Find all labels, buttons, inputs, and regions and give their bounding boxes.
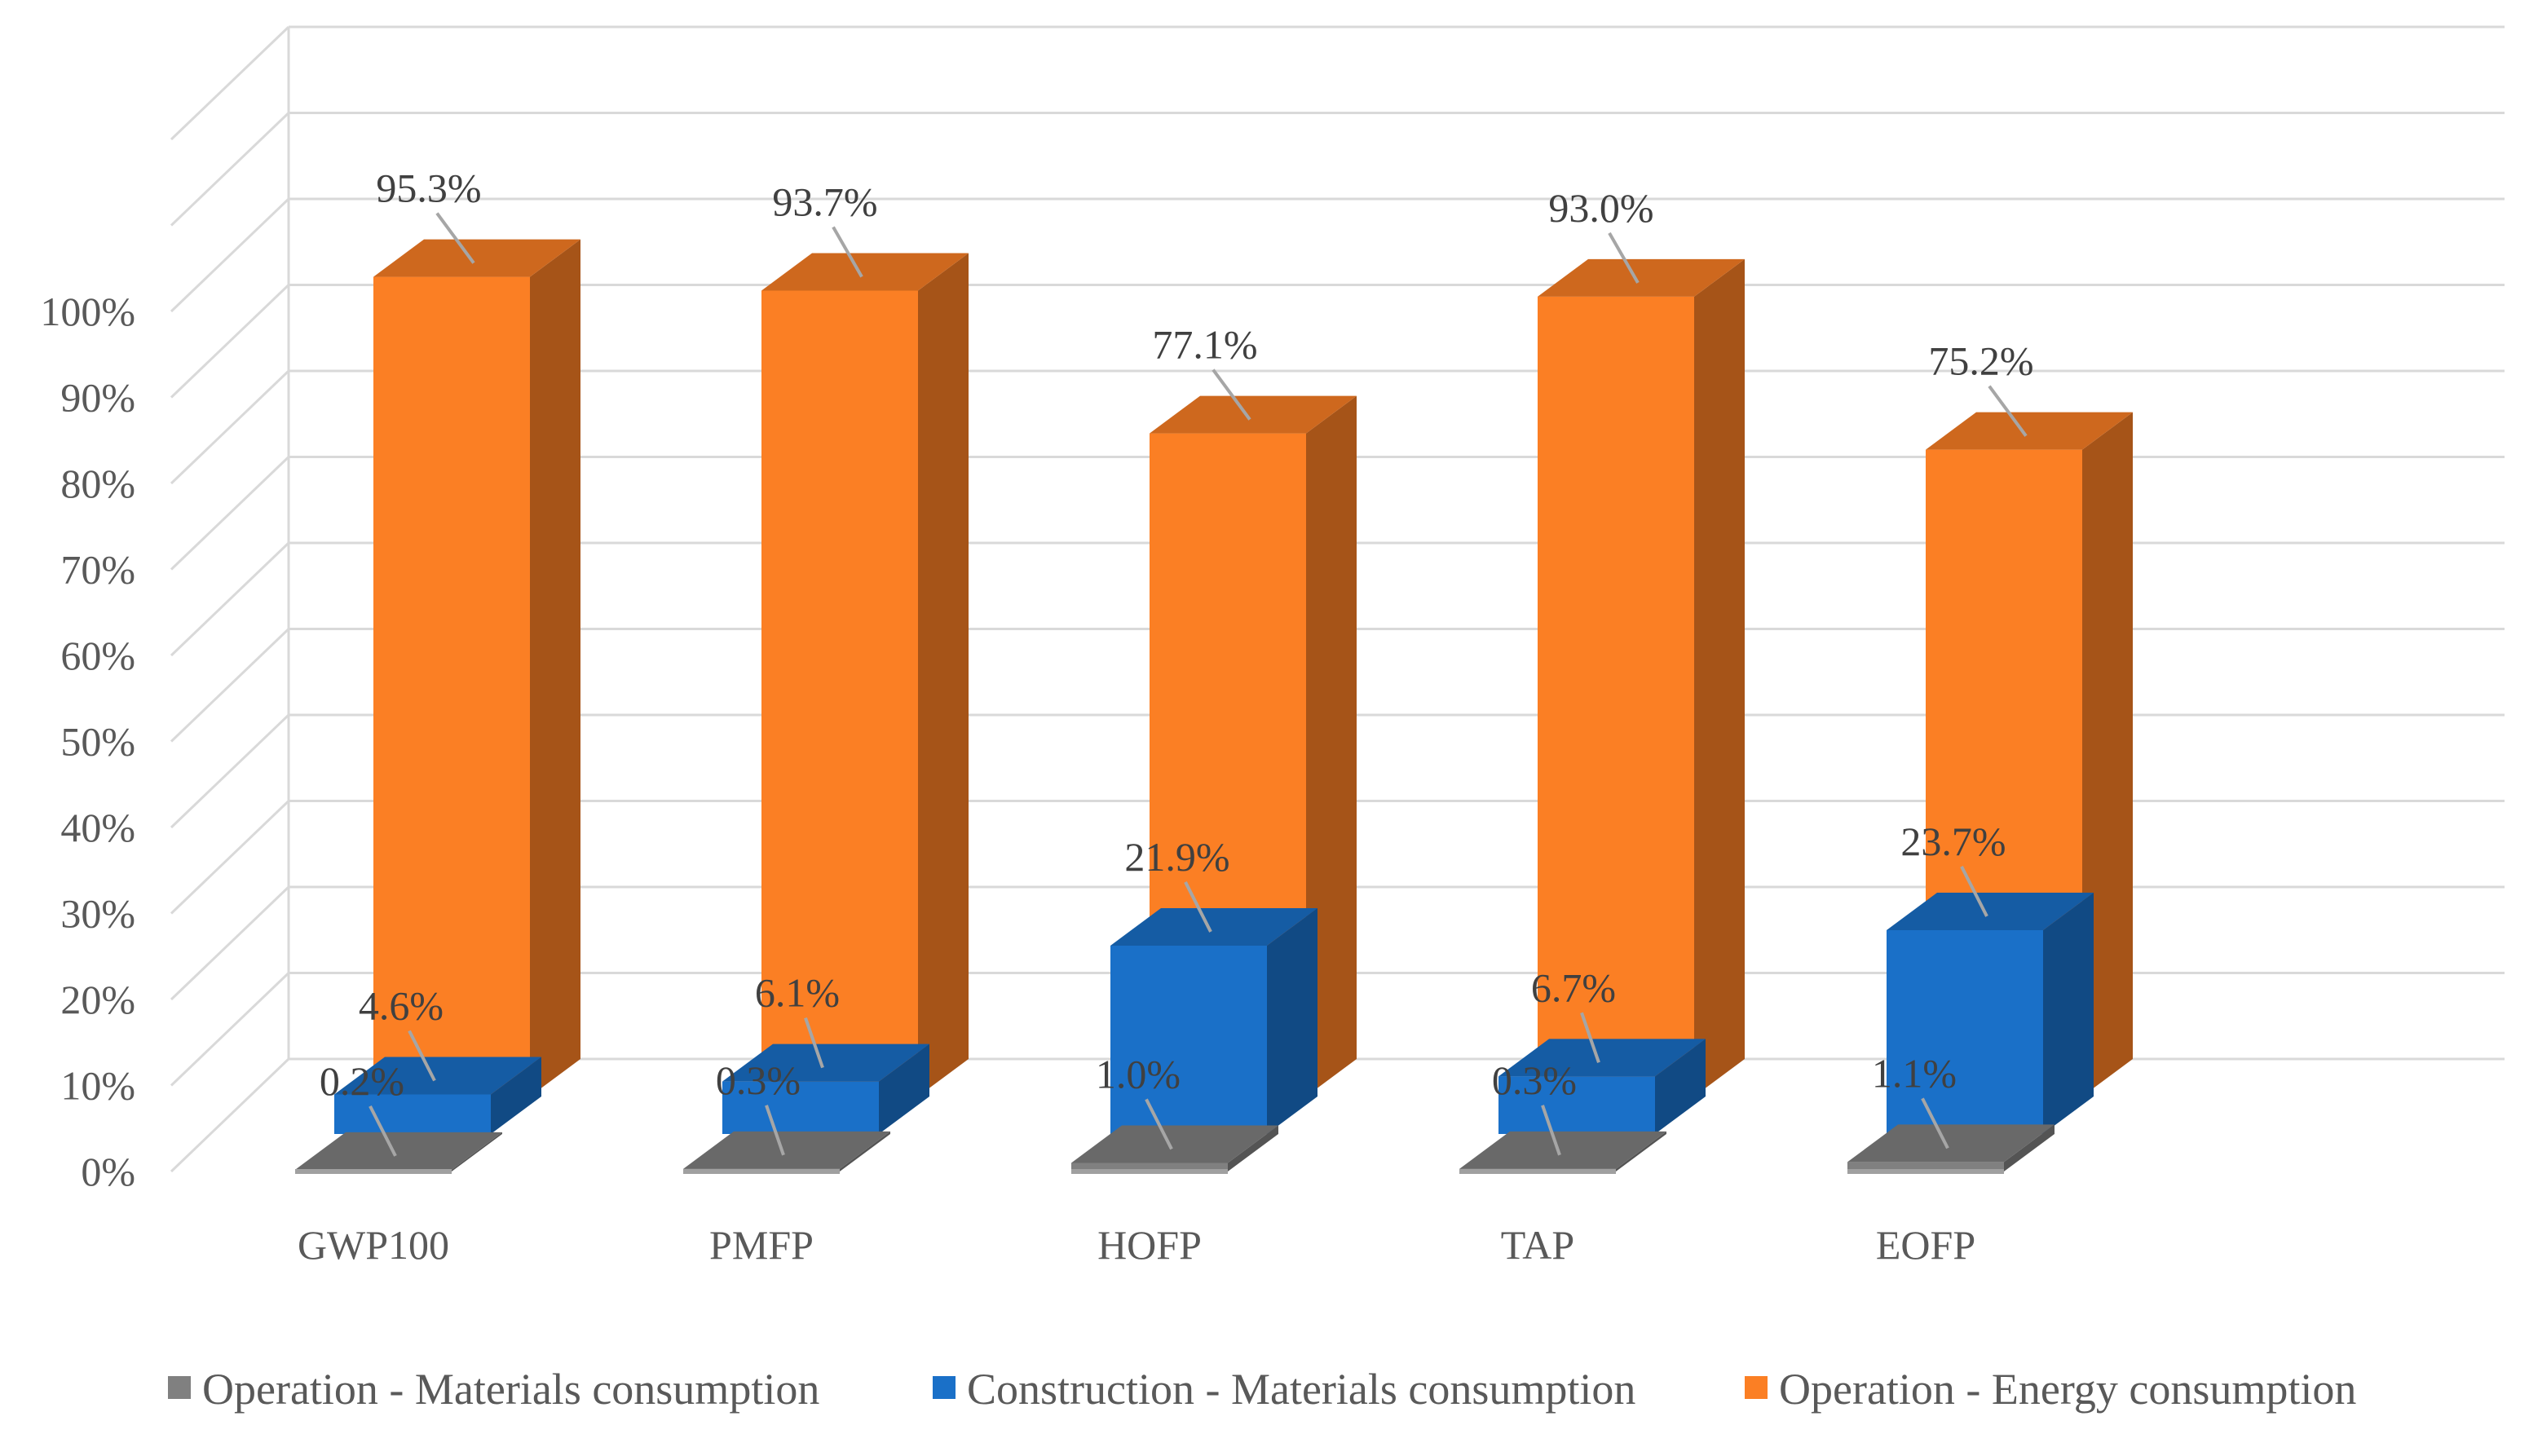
- y-tick-label: 90%: [60, 375, 135, 421]
- y-tick-label: 40%: [60, 805, 135, 850]
- gridline: [170, 1057, 2505, 1173]
- gridline: [170, 369, 2505, 485]
- x-tick-label: TAP: [1501, 1222, 1574, 1268]
- y-tick-label: 60%: [60, 633, 135, 678]
- data-label: 23.7%: [1900, 818, 2006, 864]
- x-tick-label: HOFP: [1097, 1222, 1202, 1268]
- legend-item: Operation - Materials consumption: [168, 1365, 819, 1414]
- legend-item: Operation - Energy consumption: [1745, 1365, 2356, 1414]
- data-label-leader: [1580, 1012, 1600, 1063]
- bar: [1498, 1039, 1706, 1134]
- data-label-leader: [832, 226, 863, 278]
- data-label-leader: [1145, 1098, 1173, 1150]
- y-tick-label: 20%: [60, 977, 135, 1022]
- data-label-leader: [435, 212, 475, 264]
- data-label: 93.0%: [1548, 185, 1653, 231]
- gridline: [170, 628, 2505, 743]
- y-tick-label: 70%: [60, 547, 135, 593]
- data-label-leader: [1212, 368, 1251, 421]
- y-tick-label: 80%: [60, 461, 135, 506]
- bar: [1110, 907, 1317, 1134]
- bar: [1071, 1125, 1278, 1174]
- y-axis-ticks: 0% 10% 20% 30% 40% 50% 60% 70% 80% 90% 100%: [40, 289, 135, 1194]
- gridline: [170, 885, 2505, 1001]
- data-labels: 95.3% 93.7% 77.1% 93.0% 75.2% 4.6% 6.1% 21.9% 6.…: [320, 165, 2034, 1104]
- data-label: 1.0%: [1096, 1051, 1181, 1096]
- x-tick-label: GWP100: [298, 1222, 449, 1268]
- chart-bars: [295, 239, 2133, 1174]
- data-label-leader: [408, 1030, 436, 1082]
- y-tick-label: 30%: [60, 891, 135, 937]
- gridline: [170, 456, 2505, 571]
- data-label: 75.2%: [1928, 338, 2033, 384]
- data-label-leader: [1184, 881, 1212, 933]
- x-tick-label: EOFP: [1876, 1222, 1975, 1268]
- legend-label: Operation - Energy consumption: [1779, 1365, 2356, 1414]
- data-label-leader: [1960, 866, 1988, 917]
- legend: Operation - Materials consumption Constru…: [168, 1365, 2356, 1414]
- gridline: [170, 112, 2505, 227]
- bar: [373, 239, 580, 1097]
- data-label: 21.9%: [1124, 834, 1229, 880]
- y-tick-label: 50%: [60, 719, 135, 765]
- x-axis-categories: GWP100 PMFP HOFP TAP EOFP: [298, 1222, 1975, 1268]
- gridline: [170, 197, 2505, 313]
- data-label: 93.7%: [772, 179, 877, 224]
- data-label: 0.3%: [1492, 1057, 1577, 1103]
- data-label-leader: [1608, 232, 1640, 284]
- legend-item: Construction - Materials consumption: [933, 1365, 1635, 1414]
- gridline: [170, 713, 2505, 829]
- bar: [1887, 892, 2094, 1134]
- data-label: 0.3%: [716, 1057, 801, 1103]
- data-label-leader: [1921, 1097, 1949, 1149]
- y-tick-label: 0%: [81, 1149, 135, 1194]
- data-label: 0.2%: [320, 1058, 404, 1104]
- legend-label: Construction - Materials consumption: [967, 1365, 1635, 1414]
- gridline: [170, 25, 2505, 141]
- data-label: 4.6%: [359, 982, 444, 1028]
- y-tick-label: 10%: [60, 1063, 135, 1109]
- gridline: [170, 284, 2505, 399]
- data-label: 6.1%: [755, 970, 840, 1016]
- data-label: 77.1%: [1152, 322, 1257, 368]
- data-label-leader: [369, 1105, 397, 1157]
- data-label: 6.7%: [1531, 964, 1616, 1010]
- gridline: [170, 800, 2505, 915]
- bar: [761, 253, 969, 1097]
- bar: [334, 1057, 541, 1134]
- data-label-leader: [765, 1105, 785, 1156]
- bar: [1459, 1131, 1666, 1174]
- legend-swatch: [1745, 1376, 1768, 1399]
- bar: [683, 1131, 890, 1174]
- legend-label: Operation - Materials consumption: [202, 1365, 819, 1414]
- chart-walls: [170, 25, 2505, 1173]
- data-label: 1.1%: [1872, 1050, 1957, 1096]
- data-label-leaders: [369, 212, 2028, 1157]
- legend-swatch: [168, 1376, 191, 1399]
- gridline: [170, 541, 2505, 657]
- bar: [1538, 258, 1745, 1097]
- legend-swatch: [933, 1376, 956, 1399]
- data-label-leader: [1541, 1105, 1561, 1156]
- data-label: 95.3%: [376, 165, 481, 211]
- gridline: [170, 972, 2505, 1087]
- x-tick-label: PMFP: [709, 1222, 814, 1268]
- y-tick-label: 100%: [40, 289, 135, 334]
- data-label-leader: [804, 1017, 824, 1069]
- bar: [1847, 1124, 2055, 1174]
- data-label-leader: [1988, 385, 2028, 437]
- bar: [295, 1132, 502, 1174]
- bar: [722, 1043, 929, 1134]
